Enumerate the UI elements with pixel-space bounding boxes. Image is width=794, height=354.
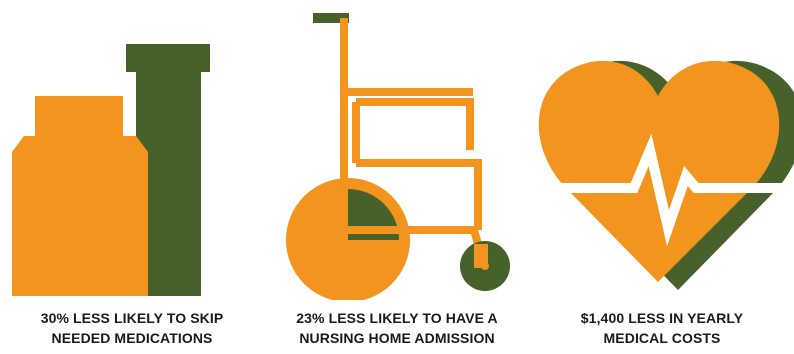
stat-medical-costs: $1,400 LESS IN YEARLY MEDICAL COSTS — [530, 0, 794, 354]
stat-caption: $1,400 LESS IN YEARLY MEDICAL COSTS — [530, 308, 794, 348]
stat-caption: 30% LESS LIKELY TO SKIP NEEDED MEDICATIO… — [0, 308, 264, 348]
stat-caption-line-1: 23% LESS LIKELY TO HAVE A — [296, 310, 498, 326]
stat-caption: 23% LESS LIKELY TO HAVE A NURSING HOME A… — [264, 308, 530, 348]
stat-caption-line-2: NURSING HOME ADMISSION — [299, 330, 495, 346]
stat-caption-line-2: NEEDED MEDICATIONS — [51, 330, 213, 346]
medicine-bottles-icon — [12, 44, 210, 296]
wheelchair-icon — [286, 13, 510, 300]
stat-caption-line-1: $1,400 LESS IN YEARLY — [580, 310, 744, 326]
stat-caption-line-1: 30% LESS LIKELY TO SKIP — [40, 310, 224, 326]
stat-medications: 30% LESS LIKELY TO SKIP NEEDED MEDICATIO… — [0, 0, 264, 354]
heart-heartbeat-icon — [534, 60, 794, 290]
stat-caption-line-2: MEDICAL COSTS — [603, 330, 721, 346]
stat-nursing-home: 23% LESS LIKELY TO HAVE A NURSING HOME A… — [264, 0, 530, 354]
